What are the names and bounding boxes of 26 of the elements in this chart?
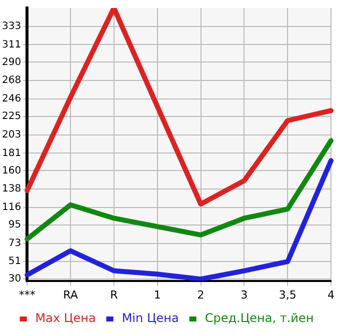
y-tick-label: 268 bbox=[2, 75, 22, 86]
y-tick-label: 246 bbox=[2, 94, 22, 105]
y-tick-label: 290 bbox=[2, 56, 22, 68]
y-tick-label: 160 bbox=[2, 165, 22, 176]
x-tick-label: 3,5 bbox=[278, 288, 296, 302]
y-tick-label: 116 bbox=[2, 202, 22, 213]
y-tick-label: 181 bbox=[2, 148, 22, 159]
x-tick-label: 1 bbox=[154, 288, 161, 302]
y-tick-label: 73 bbox=[8, 238, 22, 249]
y-tick-label: 51 bbox=[8, 256, 22, 268]
x-tick-label: *** bbox=[18, 288, 36, 302]
y-tick-label: 138 bbox=[2, 184, 22, 195]
x-tick-label: 3 bbox=[240, 288, 248, 302]
y-tick-label: 225 bbox=[2, 111, 22, 122]
x-tick-label: 2 bbox=[197, 288, 204, 302]
legend-label: Сред.Цена, т.йен bbox=[204, 311, 314, 326]
legend-label: Min Цена bbox=[122, 311, 179, 326]
x-tick-label: 4 bbox=[328, 288, 334, 302]
y-tick-label: 95 bbox=[8, 220, 22, 230]
y-tick-label: 203 bbox=[2, 129, 22, 140]
y-tick-label: 30 bbox=[8, 274, 22, 285]
x-tick-label: R bbox=[110, 288, 118, 302]
y-tick-label: 333 bbox=[2, 20, 22, 32]
legend-label: Max Цена bbox=[35, 311, 96, 326]
x-tick-label: RA bbox=[63, 288, 78, 302]
y-tick-label: 311 bbox=[2, 39, 22, 50]
